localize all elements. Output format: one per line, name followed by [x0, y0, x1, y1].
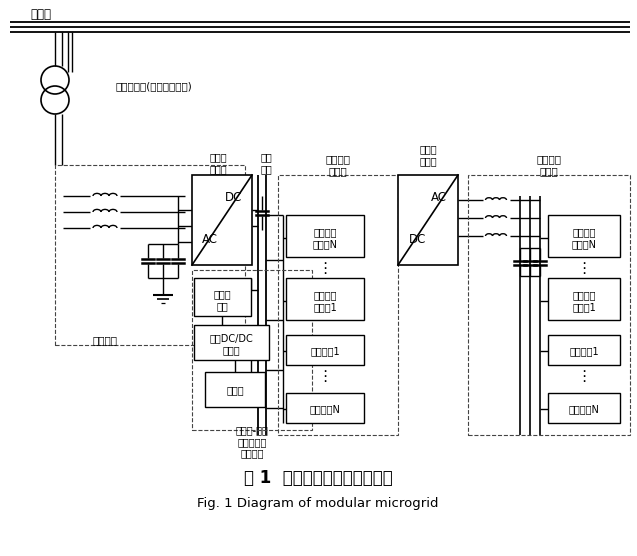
Text: 直流
母线: 直流 母线 — [260, 152, 272, 174]
Bar — [194, 325, 269, 360]
Text: 大电网: 大电网 — [30, 7, 51, 21]
Text: 直流负荷1: 直流负荷1 — [310, 346, 340, 356]
Text: 交流负荷N: 交流负荷N — [569, 404, 599, 414]
Text: 直流分布
式电源1: 直流分布 式电源1 — [313, 290, 337, 312]
Text: 图 1  模块化微电网结构示意图: 图 1 模块化微电网结构示意图 — [243, 469, 392, 487]
Bar — [205, 372, 265, 407]
Bar — [548, 393, 620, 423]
Text: 微网侧
变流器: 微网侧 变流器 — [419, 144, 437, 166]
Text: Fig. 1 Diagram of modular microgrid: Fig. 1 Diagram of modular microgrid — [197, 498, 439, 510]
Text: ⋮: ⋮ — [576, 369, 592, 384]
Bar — [398, 175, 458, 265]
Text: ⋮: ⋮ — [317, 369, 333, 384]
Bar — [192, 270, 312, 430]
Text: ⋮: ⋮ — [576, 261, 592, 276]
Text: 蓄电池-超级
电容器混合
储能系统: 蓄电池-超级 电容器混合 储能系统 — [236, 425, 268, 459]
Text: DC: DC — [225, 191, 243, 204]
Bar — [548, 215, 620, 257]
Text: 交流负荷1: 交流负荷1 — [569, 346, 599, 356]
Bar — [548, 335, 620, 365]
Text: ⋮: ⋮ — [317, 261, 333, 276]
Text: 交流分布
式电源N: 交流分布 式电源N — [571, 227, 596, 249]
Text: DC: DC — [408, 234, 426, 246]
Text: 交流微电
网单元: 交流微电 网单元 — [536, 154, 561, 176]
Bar — [286, 393, 364, 423]
Text: 滤波回路: 滤波回路 — [92, 335, 117, 345]
Text: 蓄电池: 蓄电池 — [226, 385, 244, 395]
Bar — [548, 278, 620, 320]
Text: 双向DC/DC
斩波器: 双向DC/DC 斩波器 — [209, 333, 253, 355]
Bar — [286, 335, 364, 365]
Bar — [286, 215, 364, 257]
Bar — [194, 278, 251, 316]
Bar — [192, 175, 252, 265]
Bar — [286, 278, 364, 320]
Text: 交流分布
式电源1: 交流分布 式电源1 — [572, 290, 596, 312]
Text: AC: AC — [431, 191, 447, 204]
Text: AC: AC — [202, 234, 218, 246]
Bar — [468, 175, 630, 435]
Bar — [278, 175, 398, 435]
Text: 直流负荷N: 直流负荷N — [310, 404, 340, 414]
Text: 电网侧
变流器: 电网侧 变流器 — [209, 152, 227, 174]
Text: 超级电
容器: 超级电 容器 — [213, 289, 231, 311]
Text: 直流微电
网单元: 直流微电 网单元 — [326, 154, 350, 176]
Text: 隔离变压器(或升压变压器): 隔离变压器(或升压变压器) — [115, 81, 192, 91]
Bar — [55, 165, 245, 345]
Text: 直流分布
式电源N: 直流分布 式电源N — [313, 227, 338, 249]
